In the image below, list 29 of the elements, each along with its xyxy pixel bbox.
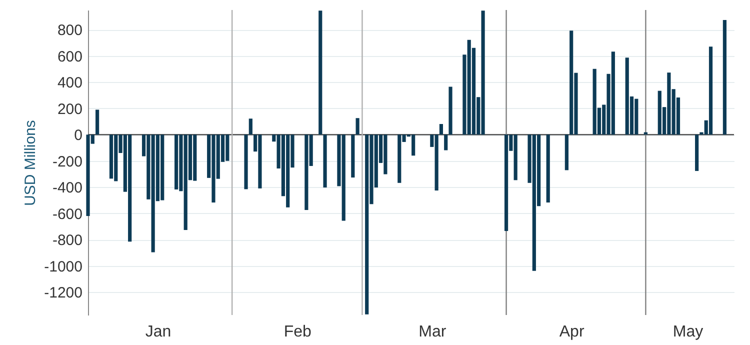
bar	[695, 134, 699, 171]
bar	[109, 134, 114, 179]
y-tick-label: -600	[52, 206, 82, 223]
bar	[95, 110, 100, 135]
y-tick-label: -400	[52, 180, 82, 197]
x-tick-label: May	[672, 324, 704, 340]
x-tick-label: Apr	[559, 324, 585, 340]
y-tick-label: -1200	[44, 284, 82, 302]
y-tick-label: -200	[52, 153, 82, 170]
x-tick-label: Mar	[418, 324, 447, 340]
bar	[722, 20, 727, 135]
bar	[244, 134, 248, 190]
y-tick-label: 800	[57, 22, 82, 40]
x-tick-label: Feb	[284, 324, 312, 340]
y-tick-label: 600	[57, 48, 82, 66]
y-tick-label: -800	[52, 232, 82, 250]
y-axis-title: USD Millions	[22, 120, 40, 206]
y-tick-label: 0	[74, 127, 82, 144]
bar	[708, 46, 713, 135]
y-tick-label: 400	[57, 74, 82, 92]
bar	[248, 118, 252, 135]
bar	[323, 134, 327, 188]
bar	[564, 134, 568, 170]
x-tick-label: Jan	[145, 324, 172, 340]
bar	[504, 134, 508, 232]
y-tick-label: -1000	[44, 258, 82, 276]
bar	[174, 134, 178, 190]
y-tick-label: 200	[57, 100, 82, 118]
bar	[546, 134, 550, 202]
